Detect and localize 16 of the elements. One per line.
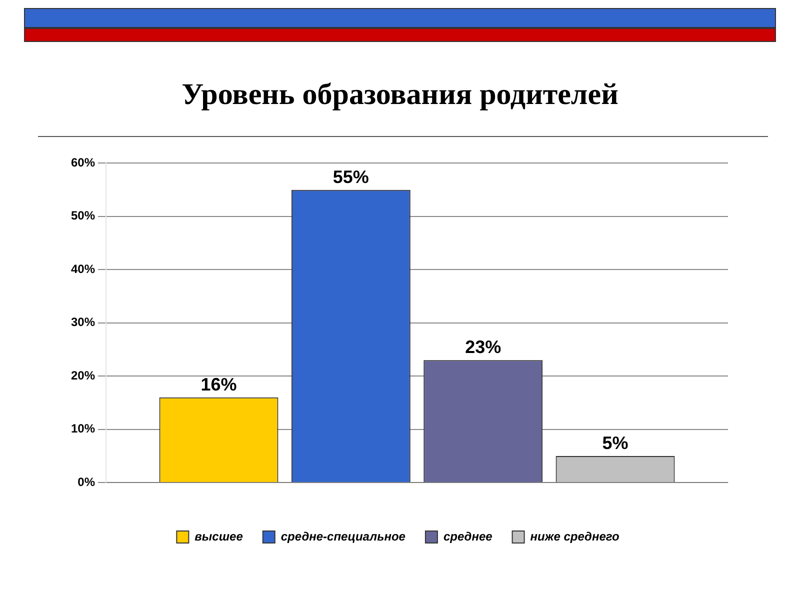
y-tick-label: 10% <box>70 422 96 436</box>
data-label: 55% <box>332 166 369 187</box>
legend-label: средне-специальное <box>280 529 406 544</box>
y-tick-label: 60% <box>70 156 96 170</box>
legend-label: ниже среднего <box>530 529 620 544</box>
y-tick-label: 40% <box>70 262 96 276</box>
y-tick-label: 0% <box>78 474 96 489</box>
legend-label: среднее <box>443 529 493 544</box>
data-label: 5% <box>602 432 628 453</box>
legend-label: высшее <box>194 529 244 544</box>
y-tick-label: 50% <box>70 208 96 223</box>
data-label: 16% <box>200 374 237 394</box>
y-tick-label: 30% <box>70 315 96 330</box>
chart-title: Уровень образования родителей <box>180 78 620 112</box>
data-label: 23% <box>465 337 502 358</box>
y-tick-label: 20% <box>70 368 96 382</box>
